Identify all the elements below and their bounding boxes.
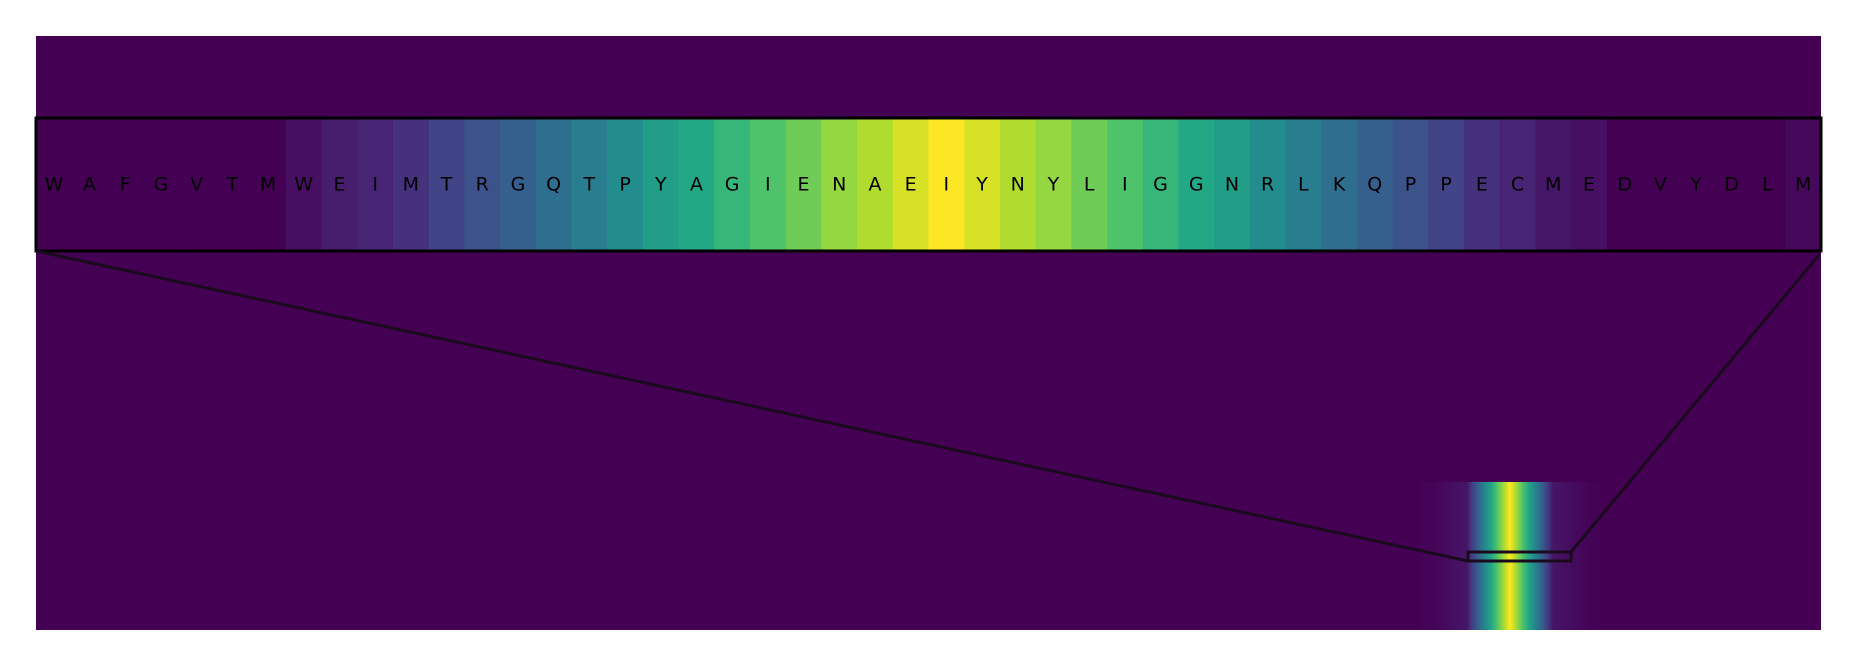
residue-label: Y (1047, 174, 1060, 196)
residue-label: L (1298, 174, 1309, 196)
residue-label: L (1762, 174, 1773, 196)
residue-label: G (725, 174, 740, 196)
residue-label: A (868, 174, 881, 196)
residue-label: T (583, 174, 596, 196)
residue-label: W (44, 174, 63, 196)
residue-label: F (120, 174, 131, 196)
residue-label: T (226, 174, 239, 196)
residue-label: I (944, 174, 950, 196)
residue-label: A (690, 174, 703, 196)
residue-label: A (83, 174, 96, 196)
residue-label: P (1440, 174, 1451, 196)
residue-label: M (260, 174, 276, 196)
residue-label: M (1545, 174, 1561, 196)
residue-label: E (798, 174, 810, 196)
residue-label: N (1011, 174, 1025, 196)
residue-label: E (1583, 174, 1595, 196)
residue-label: N (832, 174, 846, 196)
residue-label: I (1122, 174, 1128, 196)
residue-label: G (154, 174, 169, 196)
residue-label: R (1261, 174, 1274, 196)
residue-label: K (1333, 174, 1346, 196)
residue-label: N (1225, 174, 1239, 196)
residue-label: W (294, 174, 313, 196)
residue-label: P (619, 174, 630, 196)
residue-label: Y (1689, 174, 1702, 196)
residue-label: R (476, 174, 489, 196)
residue-label: V (1654, 174, 1667, 196)
residue-label: E (905, 174, 917, 196)
overview-band (1390, 482, 1625, 630)
residue-label: Q (1367, 174, 1382, 196)
residue-label: G (511, 174, 526, 196)
residue-label: Y (975, 174, 988, 196)
residue-label: I (765, 174, 771, 196)
residue-label: E (333, 174, 345, 196)
residue-label: T (440, 174, 453, 196)
residue-label: G (1189, 174, 1204, 196)
residue-label: V (190, 174, 203, 196)
residue-label: E (1476, 174, 1488, 196)
residue-label: M (1795, 174, 1811, 196)
residue-label: L (1084, 174, 1095, 196)
overview-heatmap (1390, 482, 1625, 630)
residue-label: I (372, 174, 378, 196)
residue-label: Y (654, 174, 667, 196)
residue-label: G (1153, 174, 1168, 196)
residue-label: C (1511, 174, 1524, 196)
residue-label: Q (546, 174, 561, 196)
residue-label: M (403, 174, 419, 196)
residue-label: P (1405, 174, 1416, 196)
residue-label: D (1724, 174, 1739, 196)
residue-label: D (1617, 174, 1632, 196)
